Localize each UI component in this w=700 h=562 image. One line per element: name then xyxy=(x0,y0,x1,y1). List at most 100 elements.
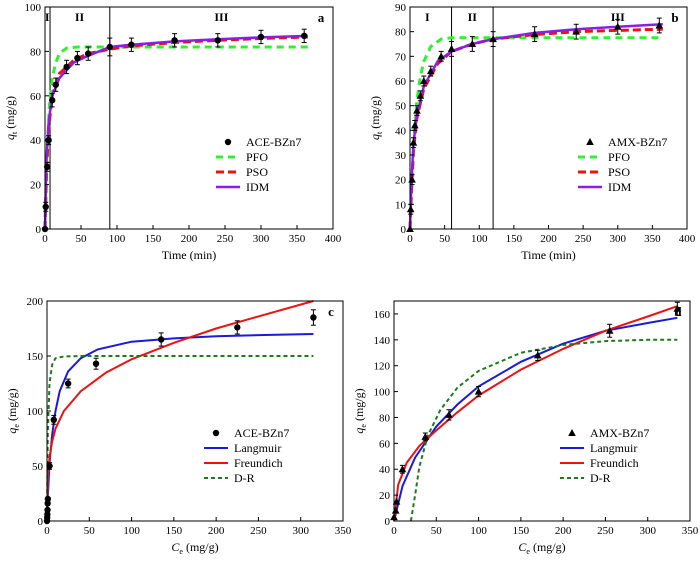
data-point xyxy=(63,63,70,71)
data-point xyxy=(85,50,92,57)
series-line-d-r xyxy=(409,338,678,522)
legend-marker xyxy=(586,138,594,145)
data-point xyxy=(398,465,407,473)
x-tick-label: 200 xyxy=(540,233,557,245)
y-tick-label: 80 xyxy=(30,46,42,58)
legend-marker xyxy=(224,138,232,146)
data-point xyxy=(257,33,265,41)
data-point xyxy=(52,81,59,88)
x-tick-label: 400 xyxy=(325,233,342,245)
y-tick-label: 20 xyxy=(395,175,407,187)
legend-label: AMX-BZn7 xyxy=(590,426,649,440)
y-tick-label: 80 xyxy=(395,27,407,39)
y-tick-label: 70 xyxy=(395,51,407,63)
data-point xyxy=(74,54,81,62)
x-tick-label: 350 xyxy=(335,525,352,537)
region-label: III xyxy=(611,10,625,24)
y-tick-label: 20 xyxy=(379,490,391,502)
y-tick-label: 40 xyxy=(30,135,42,147)
series-line-pfo xyxy=(408,36,663,230)
y-tick-label: 160 xyxy=(374,309,391,321)
data-point xyxy=(310,314,317,321)
x-tick-label: 50 xyxy=(439,233,451,245)
data-point xyxy=(391,506,400,514)
data-point xyxy=(421,432,430,440)
data-point xyxy=(533,351,542,359)
data-point xyxy=(468,40,477,47)
legend-label: AMX-BZn7 xyxy=(608,135,667,149)
data-point xyxy=(673,304,682,312)
y-tick-label: 200 xyxy=(27,296,44,308)
y-tick-label: 150 xyxy=(27,351,44,363)
x-tick-label: 150 xyxy=(145,233,162,245)
panel-label: b xyxy=(671,10,678,25)
region-label: III xyxy=(214,10,228,24)
data-point xyxy=(234,324,241,331)
y-tick-label: 120 xyxy=(374,361,391,373)
data-point xyxy=(171,37,178,44)
y-axis-label: qe (mg/g) xyxy=(5,388,21,433)
x-tick-label: 250 xyxy=(250,525,267,537)
legend-label: PSO xyxy=(608,165,630,179)
x-tick-label: 350 xyxy=(682,525,699,537)
y-tick-label: 100 xyxy=(25,2,42,14)
legend-label: PFO xyxy=(608,150,630,164)
plot-frame xyxy=(393,300,691,522)
y-tick-label: 50 xyxy=(32,461,44,473)
legend-label: Freundich xyxy=(234,456,283,470)
data-point xyxy=(301,32,308,40)
y-tick-label: 0 xyxy=(38,516,44,528)
x-tick-label: 200 xyxy=(208,525,225,537)
x-tick-label: 200 xyxy=(181,233,198,245)
panel-label: a xyxy=(318,10,325,25)
data-point xyxy=(49,97,56,104)
legend-label: D-R xyxy=(234,471,255,485)
y-tick-label: 20 xyxy=(30,180,42,192)
series-line-freundich xyxy=(393,305,678,522)
legend-marker xyxy=(212,429,220,437)
x-tick-label: 100 xyxy=(109,233,126,245)
y-tick-label: 0 xyxy=(36,224,42,236)
data-point xyxy=(605,326,614,334)
x-tick-label: 150 xyxy=(506,233,523,245)
y-axis-label: qt (mg/g) xyxy=(3,96,19,140)
y-tick-label: 10 xyxy=(395,199,407,211)
y-tick-label: 60 xyxy=(379,438,391,450)
x-tick-label: 300 xyxy=(639,525,656,537)
legend-label: PFO xyxy=(246,150,268,164)
chart-panel-d: 0 50 100 150 200 250 300 350 0 20 40 60 80 100 120 140 1… xyxy=(352,300,699,556)
y-tick-label: 140 xyxy=(374,335,391,347)
y-tick-label: 100 xyxy=(374,387,391,399)
x-tick-label: 100 xyxy=(470,525,487,537)
legend-label: Freundich xyxy=(590,456,639,470)
x-axis-label: Ce (mg/g) xyxy=(518,540,565,556)
legend-marker xyxy=(568,429,576,436)
series-line-freundich xyxy=(46,300,314,522)
data-point xyxy=(44,506,51,514)
x-tick-label: 50 xyxy=(76,233,88,245)
x-tick-label: 0 xyxy=(42,233,48,245)
data-point xyxy=(437,52,445,60)
series-line-idm xyxy=(408,23,663,230)
data-point xyxy=(489,35,497,43)
legend-label: IDM xyxy=(246,180,270,194)
data-point xyxy=(416,91,425,99)
x-tick-label: 100 xyxy=(471,233,488,245)
data-point xyxy=(92,360,100,367)
data-point xyxy=(613,22,622,30)
legend-label: IDM xyxy=(608,180,632,194)
y-tick-label: 80 xyxy=(379,412,391,424)
data-point xyxy=(530,30,539,38)
region-label: I xyxy=(425,10,430,24)
data-point xyxy=(50,416,57,423)
x-tick-label: 300 xyxy=(610,233,627,245)
y-tick-label: 0 xyxy=(385,516,391,528)
x-tick-label: 350 xyxy=(289,233,306,245)
legend-label: PSO xyxy=(246,165,268,179)
y-tick-label: 50 xyxy=(395,101,407,113)
data-point xyxy=(409,138,418,146)
